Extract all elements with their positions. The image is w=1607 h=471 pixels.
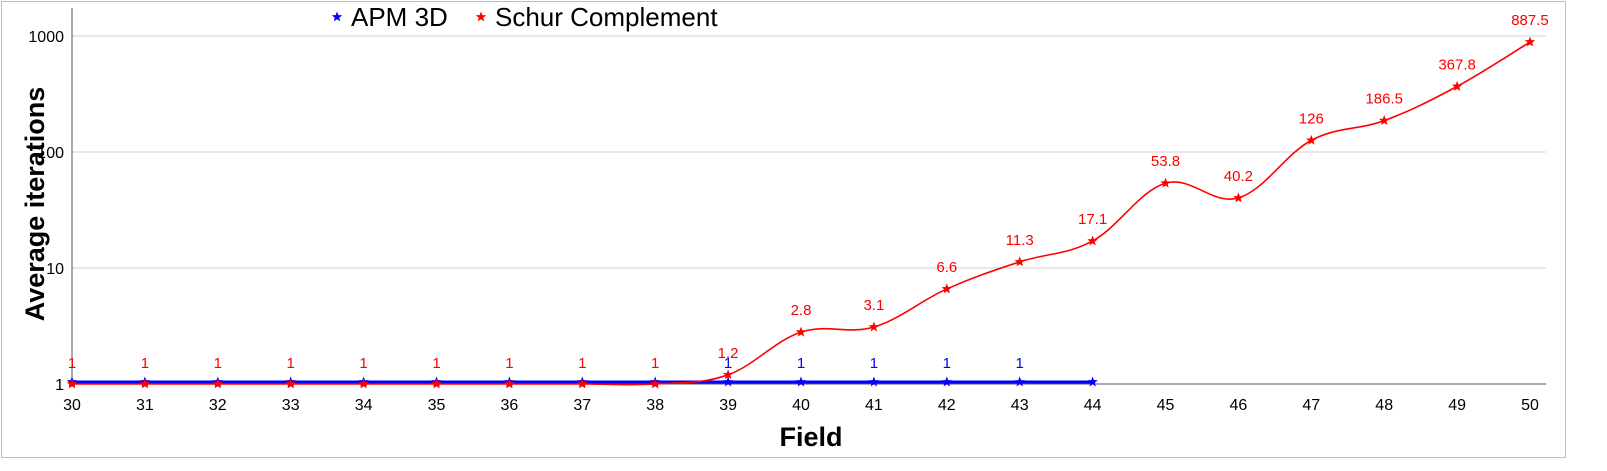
data-point-schur-complement xyxy=(1451,80,1463,91)
data-label-schur-complement: 1 xyxy=(578,355,586,372)
axes: 1 10 100 1000 30 31 32 33 34 35 36 37 38 39 40 41 42 43 44… xyxy=(28,8,1546,414)
data-point-schur-complement xyxy=(722,369,734,380)
data-point-schur-complement xyxy=(1378,115,1390,126)
data-label-schur-complement: 1.2 xyxy=(718,345,739,362)
data-point-schur-complement xyxy=(577,378,588,389)
x-tick-label: 31 xyxy=(136,397,154,414)
data-point-apm-3d xyxy=(795,376,807,387)
x-tick-label: 45 xyxy=(1157,397,1175,414)
data-point-apm-3d xyxy=(868,376,880,387)
y-tick-label: 1 xyxy=(55,377,64,394)
y-tick-label: 10 xyxy=(46,261,64,278)
data-point-schur-complement xyxy=(358,378,369,389)
data-point-schur-complement xyxy=(868,321,880,332)
chart-frame xyxy=(1,1,1566,458)
x-axis-title: Field xyxy=(779,422,842,452)
data-label-schur-complement: 6.6 xyxy=(936,259,957,276)
data-point-schur-complement xyxy=(1087,235,1098,246)
legend-marker-apm-3d xyxy=(331,11,343,22)
data-point-schur-complement xyxy=(66,378,78,389)
data-point-apm-3d xyxy=(1087,376,1098,387)
data-point-apm-3d xyxy=(941,376,953,387)
series-layer xyxy=(66,36,1536,389)
data-point-schur-complement xyxy=(285,378,296,389)
data-label-schur-complement: 1 xyxy=(651,355,659,372)
data-point-schur-complement xyxy=(649,378,661,389)
data-label-schur-complement: 1 xyxy=(505,355,513,372)
data-label-schur-complement: 1 xyxy=(287,355,295,372)
y-axis-title: Average iterations xyxy=(20,87,50,322)
data-label-schur-complement: 40.2 xyxy=(1224,168,1253,185)
series-line-schur-complement xyxy=(71,41,1531,386)
data-point-schur-complement xyxy=(795,326,807,337)
data-label-apm-3d: 1 xyxy=(1016,355,1024,372)
data-point-schur-complement xyxy=(941,283,953,294)
data-label-schur-complement: 1 xyxy=(68,355,76,372)
data-point-apm-3d xyxy=(1014,376,1025,387)
x-tick-label: 50 xyxy=(1521,397,1539,414)
x-tick-label: 44 xyxy=(1084,397,1102,414)
data-point-schur-complement xyxy=(431,378,442,389)
x-tick-label: 49 xyxy=(1448,397,1466,414)
legend-label-apm-3d[interactable]: APM 3D xyxy=(351,2,448,32)
data-label-schur-complement: 1 xyxy=(359,355,367,372)
data-label-schur-complement: 367.8 xyxy=(1438,56,1476,73)
data-label-schur-complement: 887.5 xyxy=(1511,12,1549,29)
x-tick-label: 40 xyxy=(792,397,810,414)
y-tick-label: 100 xyxy=(37,145,64,162)
data-label-apm-3d: 1 xyxy=(870,355,878,372)
legend-marker-schur-complement xyxy=(475,11,487,22)
y-tick-label: 1000 xyxy=(28,29,64,46)
data-point-schur-complement xyxy=(212,378,224,389)
data-label-schur-complement: 11.3 xyxy=(1006,232,1034,249)
data-point-schur-complement xyxy=(1524,36,1536,47)
data-label-schur-complement: 17.1 xyxy=(1078,211,1107,228)
data-point-schur-complement xyxy=(1233,192,1244,203)
x-tick-label: 32 xyxy=(209,397,227,414)
data-label-schur-complement: 186.5 xyxy=(1365,91,1403,108)
x-tick-label: 42 xyxy=(938,397,956,414)
data-label-schur-complement: 53.8 xyxy=(1151,153,1180,170)
data-label-schur-complement: 126 xyxy=(1299,110,1324,127)
x-tick-label: 39 xyxy=(719,397,737,414)
data-point-schur-complement xyxy=(1014,256,1025,267)
data-label-schur-complement: 1 xyxy=(214,355,222,372)
x-tick-label: 38 xyxy=(646,397,664,414)
data-point-schur-complement xyxy=(1160,177,1171,188)
x-tick-label: 36 xyxy=(501,397,519,414)
legend-label-schur-complement[interactable]: Schur Complement xyxy=(495,2,718,32)
grid-lines xyxy=(72,35,1546,385)
data-label-apm-3d: 1 xyxy=(724,355,732,372)
x-tick-label: 48 xyxy=(1375,397,1393,414)
legend[interactable]: APM 3D Schur Complement xyxy=(331,2,719,32)
data-label-apm-3d: 1 xyxy=(797,355,805,372)
x-tick-label: 34 xyxy=(355,397,373,414)
data-label-schur-complement: 1 xyxy=(432,355,440,372)
x-tick-label: 37 xyxy=(573,397,591,414)
x-tick-label: 35 xyxy=(428,397,446,414)
x-tick-label: 33 xyxy=(282,397,300,414)
data-label-schur-complement: 1 xyxy=(141,355,149,372)
x-tick-label: 46 xyxy=(1230,397,1248,414)
data-point-apm-3d xyxy=(722,376,734,387)
x-tick-label: 41 xyxy=(865,397,883,414)
data-label-apm-3d: 1 xyxy=(943,355,951,372)
data-point-schur-complement xyxy=(504,378,515,389)
data-label-schur-complement: 2.8 xyxy=(791,302,812,319)
x-tick-label: 43 xyxy=(1011,397,1029,414)
data-point-schur-complement xyxy=(139,378,151,389)
x-tick-label: 30 xyxy=(63,397,81,414)
x-tick-label: 47 xyxy=(1302,397,1320,414)
data-point-schur-complement xyxy=(1306,134,1317,145)
data-label-schur-complement: 3.1 xyxy=(863,297,884,314)
data-labels: 1 1 1 1 11 1 1 1 1 1 1 1 11.22.8 3.16.611.317.153.840… xyxy=(68,12,1549,372)
